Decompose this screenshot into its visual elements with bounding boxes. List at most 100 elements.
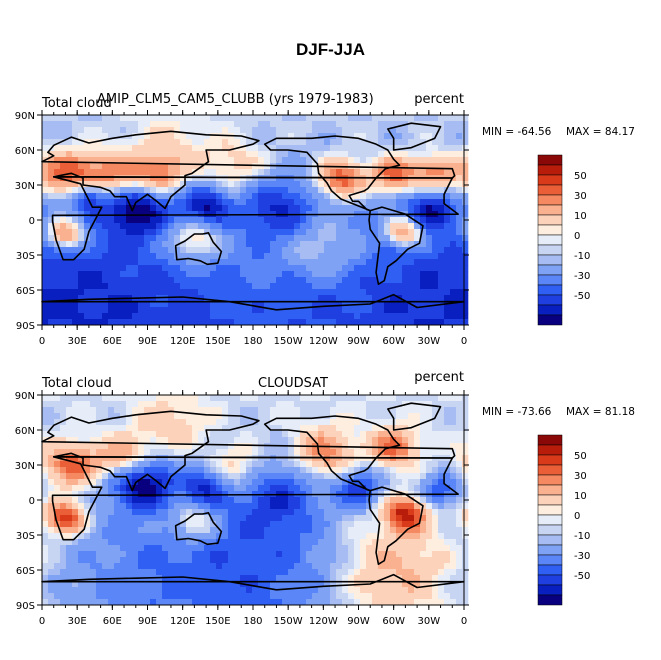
contour-cell xyxy=(228,217,235,224)
contour-cell xyxy=(270,253,277,260)
contour-cell xyxy=(156,485,163,492)
contour-cell xyxy=(156,467,163,474)
contour-cell xyxy=(390,229,397,236)
contour-cell xyxy=(276,413,283,420)
contour-cell xyxy=(276,199,283,206)
contour-cell xyxy=(456,449,463,456)
contour-cell xyxy=(330,247,337,254)
contour-cell xyxy=(330,509,337,516)
contour-cell xyxy=(456,509,463,516)
contour-cell xyxy=(192,503,199,510)
contour-cell xyxy=(210,139,217,146)
contour-cell xyxy=(384,497,391,504)
contour-cell xyxy=(90,563,97,570)
contour-cell xyxy=(366,205,373,212)
contour-cell xyxy=(432,265,439,272)
contour-cell xyxy=(90,527,97,534)
contour-cell xyxy=(318,437,325,444)
contour-cell xyxy=(294,295,301,302)
contour-cell xyxy=(48,485,55,492)
contour-cell xyxy=(414,145,421,152)
contour-cell xyxy=(132,301,139,308)
contour-cell xyxy=(78,539,85,546)
contour-cell xyxy=(426,283,433,290)
contour-cell xyxy=(240,277,247,284)
contour-cell xyxy=(204,145,211,152)
contour-cell xyxy=(174,247,181,254)
contour-cell xyxy=(84,575,91,582)
contour-cell xyxy=(54,205,61,212)
contour-cell xyxy=(402,473,409,480)
contour-cell xyxy=(402,509,409,516)
contour-cell xyxy=(324,247,331,254)
contour-cell xyxy=(102,449,109,456)
contour-cell xyxy=(354,527,361,534)
contour-cell xyxy=(348,413,355,420)
contour-cell xyxy=(252,545,259,552)
contour-cell xyxy=(456,169,463,176)
contour-cell xyxy=(396,307,403,314)
contour-cell xyxy=(444,413,451,420)
contour-cell xyxy=(96,485,103,492)
contour-cell xyxy=(120,283,127,290)
contour-cell xyxy=(168,503,175,510)
contour-cell xyxy=(420,301,427,308)
contour-cell xyxy=(210,265,217,272)
contour-cell xyxy=(144,307,151,314)
contour-cell xyxy=(402,115,409,122)
contour-cell xyxy=(372,527,379,534)
contour-cell xyxy=(318,259,325,266)
contour-cell xyxy=(270,497,277,504)
contour-cell xyxy=(390,265,397,272)
contour-cell xyxy=(90,217,97,224)
contour-cell xyxy=(48,223,55,230)
contour-cell xyxy=(84,307,91,314)
contour-cell xyxy=(210,277,217,284)
contour-cell xyxy=(438,539,445,546)
contour-cell xyxy=(432,467,439,474)
contour-cell xyxy=(426,545,433,552)
contour-cell xyxy=(132,217,139,224)
contour-cell xyxy=(306,515,313,522)
contour-cell xyxy=(276,431,283,438)
contour-cell xyxy=(132,163,139,170)
contour-cell xyxy=(60,449,67,456)
contour-cell xyxy=(102,479,109,486)
contour-cell xyxy=(372,301,379,308)
contour-cell xyxy=(60,473,67,480)
contour-cell xyxy=(444,229,451,236)
contour-cell xyxy=(150,491,157,498)
contour-cell xyxy=(354,467,361,474)
contour-cell xyxy=(300,271,307,278)
contour-cell xyxy=(186,557,193,564)
contour-cell xyxy=(108,211,115,218)
contour-cell xyxy=(258,569,265,576)
contour-cell xyxy=(426,313,433,320)
contour-cell xyxy=(342,407,349,414)
contour-cell xyxy=(132,509,139,516)
contour-cell xyxy=(402,413,409,420)
contour-cell xyxy=(84,211,91,218)
contour-cell xyxy=(432,479,439,486)
contour-cell xyxy=(312,307,319,314)
contour-cell xyxy=(108,479,115,486)
contour-cell xyxy=(414,253,421,260)
contour-cell xyxy=(120,557,127,564)
contour-cell xyxy=(234,473,241,480)
contour-cell xyxy=(294,229,301,236)
contour-cell xyxy=(216,401,223,408)
contour-cell xyxy=(120,395,127,402)
contour-cell xyxy=(390,127,397,134)
contour-cell xyxy=(348,121,355,128)
contour-cell xyxy=(84,277,91,284)
contour-cell xyxy=(456,247,463,254)
contour-cell xyxy=(222,259,229,266)
contour-cell xyxy=(126,253,133,260)
contour-cell xyxy=(276,401,283,408)
contour-cell xyxy=(192,319,199,326)
contour-cell xyxy=(222,437,229,444)
contour-cell xyxy=(156,539,163,546)
contour-cell xyxy=(216,313,223,320)
contour-cell xyxy=(132,283,139,290)
contour-cell xyxy=(402,235,409,242)
